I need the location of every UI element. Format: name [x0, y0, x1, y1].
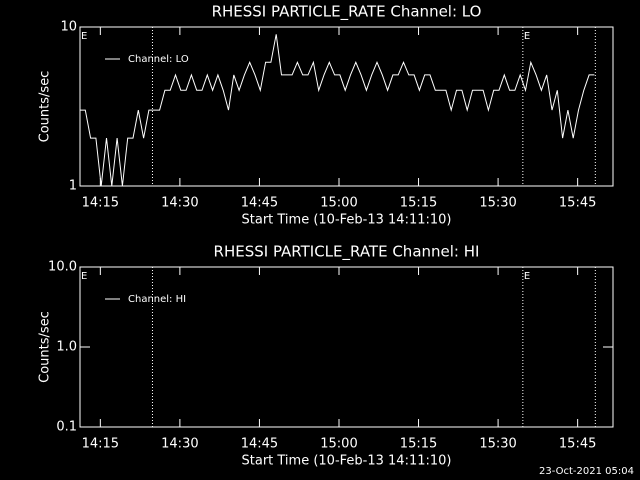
annotation: E [81, 31, 87, 42]
x-axis-title: Start Time (10-Feb-13 14:11:10) [242, 213, 452, 228]
x-tick-label: 15:45 [559, 437, 596, 452]
x-tick-label: 15:30 [479, 196, 516, 211]
x-tick-label: 14:45 [241, 196, 278, 211]
y-tick-label: 10 [60, 20, 77, 35]
footer-date: 23-Oct-2021 05:04 [539, 466, 634, 477]
y-axis-title: Counts/sec [38, 311, 53, 383]
plot-frame [79, 26, 614, 187]
x-tick-label: 15:00 [320, 437, 357, 452]
y-tick-label: 1.0 [56, 340, 77, 355]
data-line [80, 34, 595, 187]
x-tick-label: 14:30 [161, 437, 198, 452]
plot-frame [79, 266, 614, 428]
x-tick-label: 14:45 [241, 437, 278, 452]
annotation: E [524, 271, 530, 282]
legend-label: Channel: LO [128, 54, 189, 65]
legend-label: Channel: HI [128, 294, 186, 305]
annotation: E [81, 271, 87, 282]
y-tick-label: 10.0 [48, 260, 77, 275]
x-tick-label: 15:30 [479, 437, 516, 452]
y-axis-title: Counts/sec [38, 71, 53, 143]
annotation: E [524, 31, 530, 42]
x-axis-title: Start Time (10-Feb-13 14:11:10) [242, 454, 452, 469]
x-tick-label: 15:00 [320, 196, 357, 211]
x-tick-label: 15:45 [559, 196, 596, 211]
x-tick-label: 15:15 [400, 196, 437, 211]
y-tick-label: 0.1 [56, 420, 77, 435]
x-tick-label: 14:30 [161, 196, 198, 211]
chart-title: RHESSI PARTICLE_RATE Channel: LO [212, 3, 482, 22]
x-tick-label: 14:15 [82, 196, 119, 211]
chart-title: RHESSI PARTICLE_RATE Channel: HI [214, 243, 480, 262]
x-tick-label: 14:15 [82, 437, 119, 452]
y-tick-label: 1 [69, 179, 77, 194]
x-tick-label: 15:15 [400, 437, 437, 452]
